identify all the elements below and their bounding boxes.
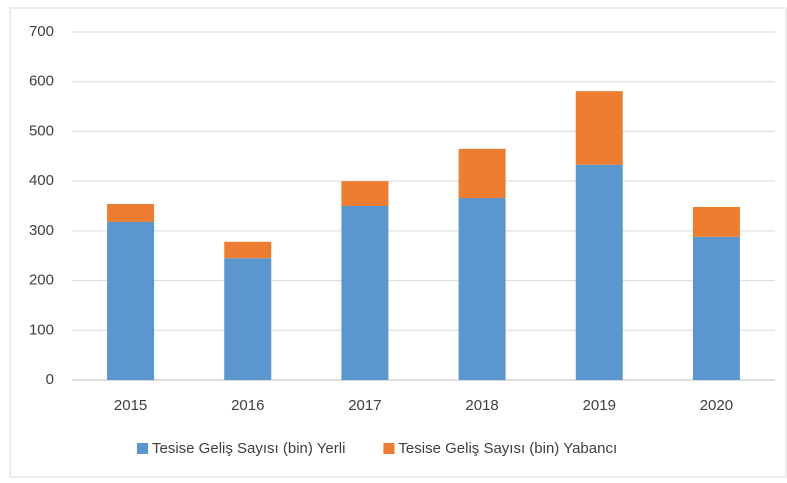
legend-label: Tesise Geliş Sayısı (bin) Yabancı <box>398 440 617 457</box>
legend-swatch <box>383 443 395 454</box>
x-tick-label: 2015 <box>114 397 147 414</box>
bar <box>224 241 272 259</box>
y-tick-label: 300 <box>29 222 54 239</box>
y-tick-label: 100 <box>29 321 54 338</box>
legend-label: Tesise Geliş Sayısı (bin) Yerli <box>152 440 345 457</box>
bar <box>107 204 155 222</box>
bar <box>224 258 272 380</box>
x-tick-label: 2018 <box>465 397 498 414</box>
bar <box>692 236 740 380</box>
x-tick-label: 2016 <box>231 397 264 414</box>
bar <box>341 206 389 380</box>
bar <box>458 198 506 380</box>
y-tick-label: 700 <box>29 23 54 40</box>
y-tick-label: 400 <box>29 172 54 189</box>
y-tick-label: 0 <box>46 371 54 388</box>
x-tick-label: 2019 <box>583 397 616 414</box>
bar <box>458 148 506 199</box>
bar <box>575 164 623 380</box>
legend-swatch <box>137 443 148 454</box>
bar <box>575 91 623 165</box>
y-tick-label: 500 <box>29 122 54 139</box>
x-tick-label: 2020 <box>700 397 733 414</box>
bar <box>692 206 740 237</box>
bar <box>341 181 389 206</box>
x-tick-label: 2017 <box>348 397 381 414</box>
y-tick-label: 200 <box>29 272 54 289</box>
bar <box>107 221 155 380</box>
y-tick-label: 600 <box>29 73 54 90</box>
